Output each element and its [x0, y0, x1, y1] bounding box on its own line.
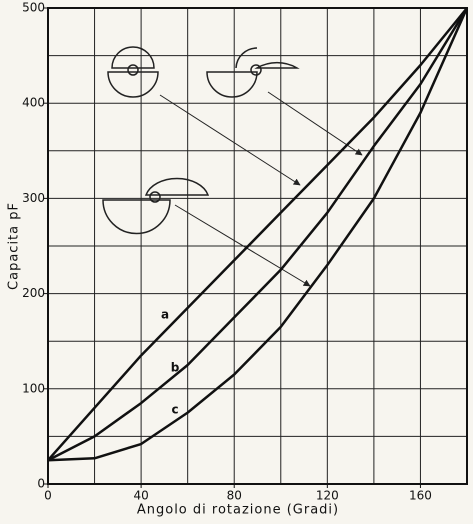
y-tick-label: 300 [22, 191, 45, 205]
series-line [47, 7, 468, 462]
x-axis-title: Angolo di rotazione (Gradi) [137, 503, 339, 518]
stator-plate [102, 199, 171, 235]
series-label: c [171, 403, 178, 417]
rotor-plate [144, 177, 210, 196]
stator-plate [206, 71, 258, 98]
arrow [159, 94, 301, 186]
shaft [250, 64, 262, 76]
series-line [47, 7, 469, 462]
series-line [47, 7, 469, 462]
x-tick-label: 80 [227, 489, 242, 503]
y-axis-title: Capacita pF [7, 202, 22, 290]
x-tick-label: 0 [44, 489, 52, 503]
rotor-plate [111, 46, 155, 69]
x-tick-label: 120 [316, 489, 339, 503]
series-label: a [161, 308, 169, 322]
y-tick-label: 400 [22, 96, 45, 110]
shaft [127, 64, 139, 76]
y-tick-label: 200 [22, 286, 45, 300]
stator-plate [107, 71, 159, 98]
y-tick-label: 0 [37, 477, 45, 491]
rotor-plate [235, 47, 300, 69]
x-tick-label: 40 [133, 489, 148, 503]
capacitor-icons [102, 46, 363, 287]
x-tick-label: 160 [409, 489, 432, 503]
y-tick-label: 500 [22, 1, 45, 15]
series-label: b [171, 361, 180, 375]
plot-frame [47, 7, 468, 485]
y-tick-label: 100 [22, 381, 45, 395]
shaft [149, 191, 161, 203]
